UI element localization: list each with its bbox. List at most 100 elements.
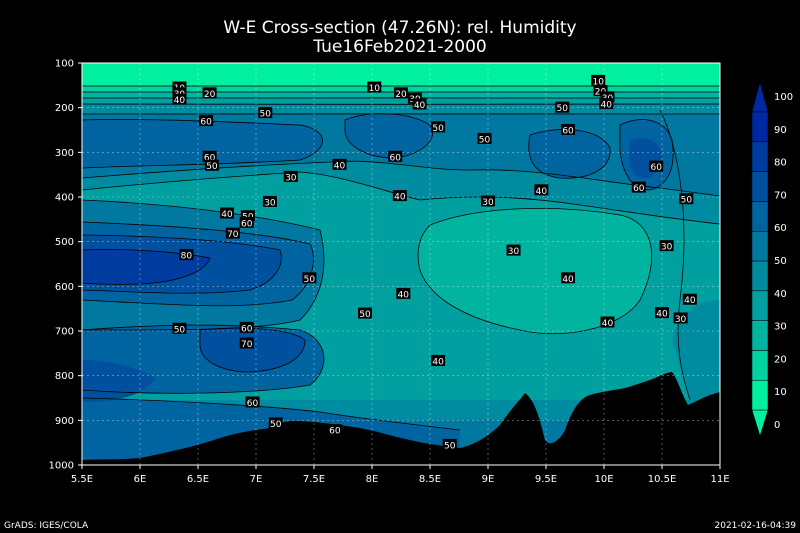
contour-label-box (392, 190, 407, 202)
contour-label: 60 (204, 153, 216, 163)
contour-label: 60 (633, 184, 645, 194)
contour-line-moist-60 (82, 221, 314, 307)
contour-label-box (202, 150, 217, 162)
contour-label-box (506, 244, 521, 256)
contour-label: 60 (241, 324, 253, 334)
contour-label-box (262, 195, 277, 207)
contour-label: 50 (359, 310, 371, 320)
terrain (82, 372, 720, 465)
contour-label-box (655, 307, 669, 319)
contour-line-moist-80 (82, 249, 211, 285)
contour-line-moist-70 (82, 234, 282, 294)
contour-label: 60 (329, 427, 341, 437)
chart-subtitle: Tue16Feb2021-2000 (312, 37, 486, 57)
contour-label-box (239, 337, 254, 349)
colorbar-segment (751, 320, 769, 351)
colorbar-label: 40 (774, 289, 787, 300)
contour-label-box (172, 81, 187, 93)
contour-label-box (172, 322, 187, 334)
colorbar-label: 30 (774, 322, 787, 333)
colorbar-label: 50 (774, 256, 787, 267)
contour-label: 30 (661, 243, 673, 253)
contour-label-box (591, 74, 606, 86)
contour-line-bl (82, 397, 461, 431)
colorbar-segment (751, 111, 769, 143)
contour-label-box (332, 158, 347, 170)
colorbar-low-arrow (751, 409, 769, 437)
colorbar-label: 60 (774, 223, 787, 234)
contour-label-box (240, 210, 255, 222)
contour-label: 40 (394, 193, 406, 203)
y-tick-label: 800 (55, 371, 74, 382)
contour-label: 30 (264, 198, 276, 208)
x-tick-label: 6.5E (187, 474, 209, 485)
contour-label: 40 (562, 275, 574, 285)
contour-label-box (593, 85, 608, 97)
colorbar-label: 100 (774, 92, 793, 103)
contour-label-box (599, 98, 614, 110)
x-tick-label: 5.5E (71, 474, 93, 485)
field-band-40 (82, 104, 720, 114)
colorbar-segment (751, 230, 769, 262)
contour-label-box (600, 91, 615, 103)
contour-line-upper-mid (344, 113, 433, 159)
y-axis: 100 200 300 400 500 600 700 800 900 1000 (49, 59, 82, 472)
contour-label-box (431, 354, 446, 366)
contour-label: 50 (270, 420, 282, 430)
contour-label-box (534, 184, 549, 196)
contour-label: 60 (389, 153, 401, 163)
colorbar-label: 70 (774, 190, 787, 201)
contour-line-upper-west (82, 119, 323, 169)
contour-label: 50 (557, 104, 569, 114)
x-tick-label: 8E (366, 474, 379, 485)
contour-label: 40 (334, 161, 346, 171)
y-tick-label: 300 (55, 148, 74, 159)
colorbar-segment (751, 379, 769, 411)
field-upper-moist-east (528, 129, 611, 179)
contour-label-box (407, 92, 422, 104)
chart-title: W-E Cross-section (47.26N): rel. Humidit… (223, 18, 576, 38)
contour-label: 50 (432, 124, 444, 134)
x-tick-label: 10E (594, 474, 613, 485)
contour-label-box (388, 150, 403, 162)
contour-label-box (561, 272, 576, 284)
contour-label-box (199, 115, 214, 127)
contour-label: 60 (247, 399, 259, 409)
plot-frame (81, 62, 721, 466)
contour-label: 70 (227, 230, 239, 240)
contour-label: 40 (432, 357, 444, 367)
contour-label: 50 (206, 162, 218, 172)
contour-label: 50 (479, 135, 491, 145)
contour-label-box (358, 307, 373, 319)
contour-label: 60 (200, 118, 212, 128)
colorbar: 0 10 20 30 40 50 60 70 80 90 100 (751, 81, 793, 437)
contour-line-east-vert (659, 109, 691, 401)
contour-label-box (172, 93, 187, 105)
contour-label: 40 (602, 319, 614, 329)
colorbar-label: 80 (774, 158, 787, 169)
contour-label: 70 (241, 340, 253, 350)
contour-label-box (561, 124, 576, 135)
colorbar-segment (751, 141, 769, 172)
y-tick-label: 200 (55, 103, 74, 114)
colorbar-segment (751, 171, 769, 202)
y-tick-label: 600 (55, 282, 74, 293)
field-dry-inner-20 (418, 208, 652, 334)
contour-label-box (659, 240, 674, 252)
contour-label: 60 (562, 127, 574, 137)
contour-label: 10 (369, 84, 381, 94)
contour-label: 30 (508, 247, 520, 257)
contour-label-box (431, 121, 446, 133)
contour-label: 50 (304, 275, 316, 285)
contour-label: 40 (221, 210, 233, 220)
contour-label-box (682, 293, 697, 305)
contour-label-box (649, 160, 664, 172)
contour-label: 60 (650, 163, 662, 173)
contour-label-box (245, 396, 260, 408)
y-tick-label: 900 (55, 416, 74, 427)
colorbar-segment (751, 290, 769, 321)
colorbar-segment (751, 201, 769, 232)
y-tick-label: 400 (55, 193, 74, 204)
contour-label: 50 (681, 196, 693, 206)
